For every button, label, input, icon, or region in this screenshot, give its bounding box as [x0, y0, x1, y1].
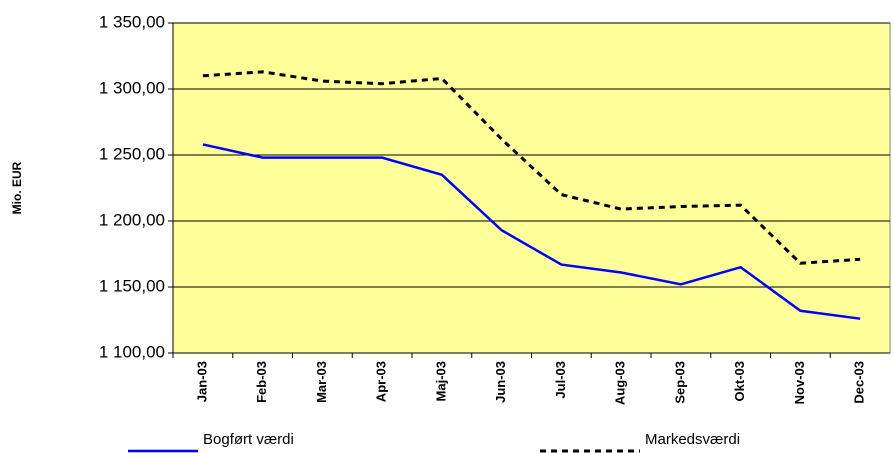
y-tick-label: 1 200,00: [99, 210, 165, 229]
y-tick-label: 1 350,00: [99, 12, 165, 31]
x-tick-label: Dec-03: [852, 361, 867, 404]
x-tick-label: Mar-03: [314, 361, 329, 403]
series-line: [202, 70, 861, 265]
legend-label: Markedsværdi: [645, 431, 740, 448]
y-axis-label: Mio. EUR: [10, 161, 24, 214]
y-tick-label: 1 150,00: [99, 276, 165, 295]
x-tick-label: Maj-03: [433, 361, 448, 401]
x-tick-label: Aug-03: [613, 361, 628, 405]
y-tick-label: 1 100,00: [99, 342, 165, 361]
y-tick-label: 1 300,00: [99, 78, 165, 97]
x-tick-label: Nov-03: [792, 361, 807, 404]
x-tick-label: Feb-03: [254, 361, 269, 403]
x-tick-label: Jan-03: [194, 361, 209, 402]
series-line: [202, 143, 861, 320]
x-tick-label: Okt-03: [732, 361, 747, 401]
plot-area: [172, 22, 891, 354]
x-tick-label: Jun-03: [493, 361, 508, 403]
legend-label: Bogført værdi: [203, 431, 294, 448]
x-tick-label: Apr-03: [374, 361, 389, 402]
x-tick-label: Sep-03: [672, 361, 687, 404]
y-tick-label: 1 250,00: [99, 144, 165, 163]
x-tick-label: Jul-03: [553, 361, 568, 399]
